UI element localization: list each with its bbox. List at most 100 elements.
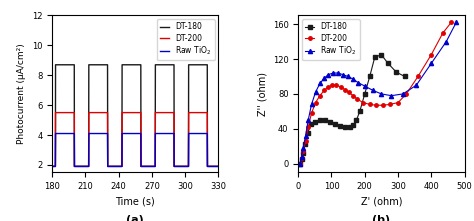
DT-200 — [350, 94, 356, 97]
Raw TiO$_2$ — [53, 132, 58, 135]
DT-200 — [440, 32, 446, 34]
Line: DT-200: DT-200 — [52, 113, 219, 166]
DT-200 — [301, 150, 306, 153]
DT-180 — [180, 165, 186, 168]
DT-180 — [58, 63, 64, 66]
Y-axis label: Photocurrent (μA/cm²): Photocurrent (μA/cm²) — [18, 44, 27, 144]
Raw TiO$_2$ — [428, 62, 434, 65]
DT-200 — [309, 112, 314, 114]
DT-200 — [130, 111, 136, 114]
DT-200 — [360, 101, 366, 104]
DT-180 — [367, 75, 373, 78]
DT-180 — [301, 152, 306, 154]
DT-200 — [346, 91, 352, 93]
DT-200 — [305, 126, 311, 128]
DT-200 — [313, 101, 319, 104]
Raw TiO$_2$ — [335, 72, 341, 74]
Raw TiO$_2$ — [49, 165, 55, 168]
DT-180 — [342, 126, 347, 128]
Raw TiO$_2$ — [299, 155, 304, 158]
Raw TiO$_2$ — [211, 165, 217, 168]
Raw TiO$_2$ — [453, 21, 459, 24]
DT-200 — [325, 86, 331, 88]
Raw TiO$_2$ — [180, 165, 186, 168]
Line: Raw TiO$_2$: Raw TiO$_2$ — [298, 20, 458, 166]
DT-200 — [395, 101, 401, 104]
DT-200 — [299, 157, 304, 160]
Raw TiO$_2$ — [313, 91, 319, 93]
DT-200 — [49, 165, 55, 168]
DT-200 — [428, 53, 434, 56]
Raw TiO$_2$ — [413, 84, 419, 87]
DT-180 — [337, 125, 343, 128]
Legend: DT-180, DT-200, Raw TiO$_2$: DT-180, DT-200, Raw TiO$_2$ — [157, 19, 215, 61]
DT-180 — [216, 165, 221, 168]
DT-180 — [126, 63, 131, 66]
DT-180 — [327, 120, 333, 123]
Y-axis label: Z'' (ohm): Z'' (ohm) — [257, 72, 267, 116]
Raw TiO$_2$ — [379, 93, 384, 95]
DT-180 — [49, 165, 55, 168]
DT-200 — [367, 103, 373, 106]
DT-200 — [387, 103, 392, 106]
DT-200 — [317, 94, 323, 97]
Raw TiO$_2$ — [297, 162, 303, 165]
DT-200 — [334, 84, 339, 87]
Raw TiO$_2$ — [350, 78, 356, 80]
DT-180 — [402, 75, 408, 78]
DT-180 — [297, 162, 303, 165]
Line: DT-180: DT-180 — [52, 65, 219, 166]
X-axis label: Z' (ohm): Z' (ohm) — [361, 197, 402, 207]
Raw TiO$_2$ — [330, 72, 336, 74]
Raw TiO$_2$ — [321, 77, 327, 80]
DT-200 — [374, 104, 379, 107]
DT-180 — [372, 56, 378, 59]
DT-180 — [305, 132, 310, 134]
Line: DT-200: DT-200 — [298, 21, 453, 165]
Raw TiO$_2$ — [317, 82, 323, 85]
DT-200 — [216, 165, 221, 168]
DT-180 — [385, 62, 391, 65]
Raw TiO$_2$ — [340, 73, 346, 76]
Raw TiO$_2$ — [309, 103, 314, 106]
Legend: DT-180, DT-200, Raw TiO$_2$: DT-180, DT-200, Raw TiO$_2$ — [302, 19, 360, 61]
DT-180 — [302, 143, 308, 146]
DT-180 — [362, 93, 368, 95]
DT-200 — [321, 89, 327, 92]
Raw TiO$_2$ — [325, 73, 331, 76]
Raw TiO$_2$ — [303, 134, 309, 137]
Raw TiO$_2$ — [389, 94, 394, 97]
Raw TiO$_2$ — [355, 81, 361, 84]
DT-200 — [211, 165, 217, 168]
Line: Raw TiO$_2$: Raw TiO$_2$ — [52, 133, 219, 166]
Raw TiO$_2$ — [362, 85, 368, 87]
DT-200 — [53, 111, 58, 114]
DT-200 — [297, 162, 303, 165]
Raw TiO$_2$ — [211, 165, 217, 168]
DT-180 — [130, 63, 136, 66]
DT-180 — [317, 119, 323, 121]
Raw TiO$_2$ — [400, 93, 406, 95]
DT-200 — [180, 165, 186, 168]
DT-200 — [338, 86, 344, 88]
Line: DT-180: DT-180 — [298, 53, 406, 165]
DT-180 — [393, 71, 399, 73]
DT-180 — [53, 63, 58, 66]
Text: (b): (b) — [372, 215, 391, 221]
DT-180 — [379, 53, 384, 56]
DT-200 — [448, 21, 454, 24]
DT-200 — [303, 140, 309, 142]
Raw TiO$_2$ — [443, 40, 449, 43]
DT-200 — [415, 75, 421, 78]
Raw TiO$_2$ — [305, 119, 311, 121]
DT-200 — [342, 88, 347, 91]
DT-180 — [312, 120, 318, 123]
DT-180 — [332, 123, 337, 126]
Raw TiO$_2$ — [370, 89, 376, 92]
DT-180 — [211, 165, 217, 168]
Raw TiO$_2$ — [345, 75, 351, 78]
DT-180 — [211, 165, 217, 168]
Raw TiO$_2$ — [58, 132, 64, 135]
Raw TiO$_2$ — [301, 147, 306, 149]
DT-200 — [380, 104, 386, 107]
